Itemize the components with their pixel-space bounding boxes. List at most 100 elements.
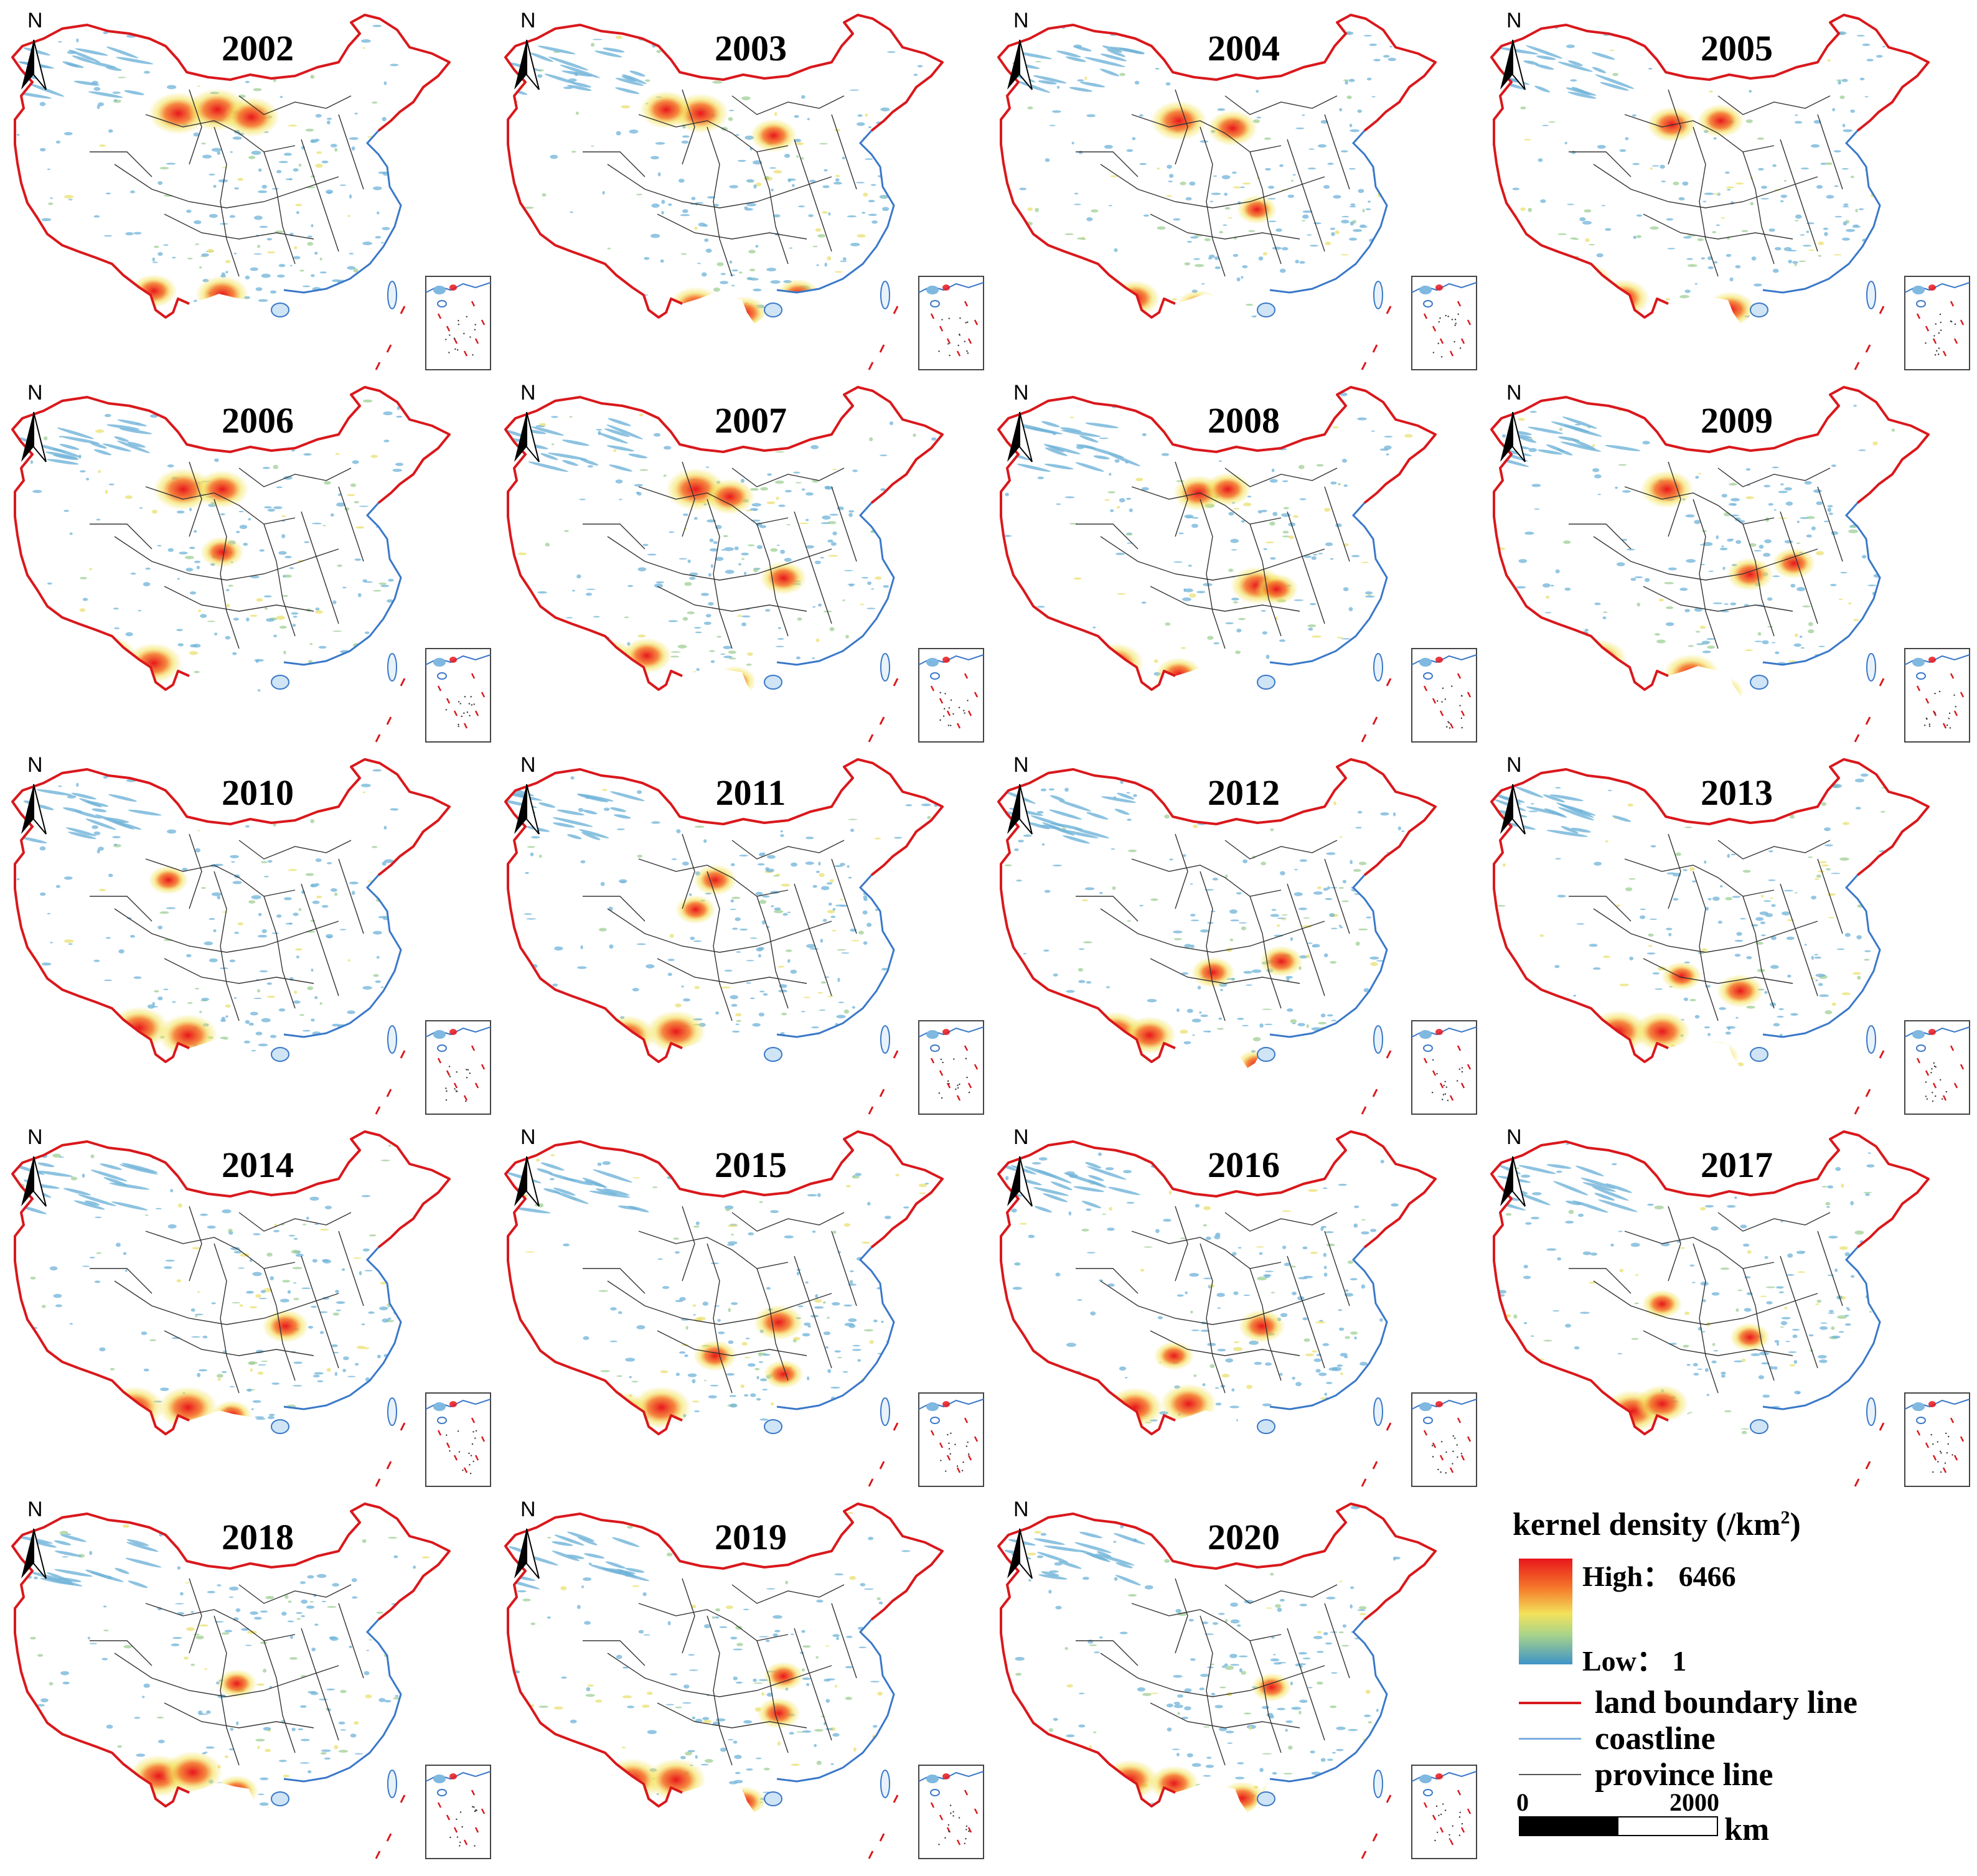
density-hotspot	[216, 1669, 257, 1699]
year-label: 2019	[715, 1517, 787, 1557]
china-map-2014	[11, 1130, 491, 1487]
north-label: N	[1013, 1125, 1029, 1149]
north-arrow-icon	[1007, 784, 1033, 835]
taiwan-island	[1866, 1397, 1876, 1426]
density-hotspot	[1259, 945, 1303, 977]
north-arrow-icon	[21, 1528, 47, 1579]
north-arrow-icon	[1500, 411, 1526, 462]
south-china-sea-inset	[1411, 1020, 1477, 1115]
density-hotspot	[675, 895, 716, 924]
province-line-swatch	[1519, 1774, 1581, 1775]
north-arrow-icon	[21, 411, 47, 462]
scale-bar-max: 2000	[1669, 1788, 1719, 1816]
taiwan-island	[880, 1025, 890, 1054]
north-arrow-icon	[1007, 411, 1033, 462]
hainan-island	[764, 675, 782, 690]
south-china-sea-inset	[425, 276, 491, 370]
north-label: N	[1013, 753, 1029, 777]
density-hotspot	[1772, 547, 1816, 579]
density-hotspot	[1697, 104, 1744, 138]
density-hotspot	[162, 1751, 223, 1794]
north-label: N	[520, 1125, 536, 1149]
south-china-sea-inset	[1411, 648, 1477, 743]
density-hotspot	[776, 279, 820, 311]
south-china-sea-inset	[425, 1020, 491, 1115]
map-panel-2006: N 2006	[2, 375, 491, 744]
density-hotspot	[157, 1386, 218, 1429]
density-hotspot	[1640, 470, 1694, 509]
hainan-island	[1750, 675, 1768, 690]
density-hotspot	[204, 668, 251, 696]
north-label: N	[1506, 753, 1522, 777]
density-hotspot	[1176, 290, 1221, 322]
density-hotspot	[756, 1697, 801, 1729]
land-boundary-line	[997, 14, 1437, 319]
hainan-island	[271, 1047, 289, 1062]
province-lines	[90, 1206, 364, 1394]
year-label: 2003	[715, 28, 787, 68]
coastline	[283, 874, 402, 1038]
legend-item-land-boundary: land boundary line	[1519, 1684, 1955, 1720]
province-lines	[90, 1578, 364, 1766]
year-label: 2018	[222, 1517, 294, 1557]
province-lines	[1569, 1206, 1843, 1394]
density-hotspot	[1633, 1011, 1691, 1052]
china-map-2012	[997, 758, 1477, 1115]
taiwan-island	[387, 1397, 397, 1426]
land-boundary-line	[1490, 1130, 1930, 1435]
density-hotspot	[646, 1010, 707, 1053]
taiwan-island	[1373, 1025, 1383, 1054]
map-panel-2012: N 2012	[988, 747, 1477, 1117]
north-arrow-icon	[1500, 39, 1526, 90]
south-china-sea-inset	[425, 648, 491, 743]
china-map-2020	[997, 1503, 1477, 1859]
coastline	[1762, 502, 1881, 666]
north-arrow-icon	[1007, 39, 1033, 90]
north-label: N	[27, 1125, 43, 1149]
north-label: N	[520, 9, 536, 32]
year-label: 2015	[715, 1145, 787, 1185]
scale-bar-zero: 0	[1516, 1788, 1529, 1816]
density-hotspot	[82, 1029, 129, 1063]
density-hotspot	[1204, 472, 1251, 506]
north-label: N	[1013, 9, 1029, 32]
taiwan-island	[1866, 1025, 1876, 1054]
china-map-2011	[504, 758, 984, 1115]
land-boundary-line	[997, 1130, 1437, 1435]
north-label: N	[1013, 1498, 1029, 1521]
density-hotspot	[669, 286, 723, 324]
land-boundary-line	[1490, 14, 1930, 319]
density-hotspot	[1641, 1289, 1683, 1319]
hainan-island	[271, 303, 289, 317]
land-boundary-line	[504, 1130, 944, 1435]
taiwan-island	[387, 653, 397, 682]
density-hotspot	[750, 119, 797, 152]
taiwan-island	[1373, 1770, 1383, 1798]
legend-title-text: kernel density (/km	[1513, 1507, 1781, 1542]
year-label: 2006	[222, 400, 294, 441]
density-hotspot	[82, 1402, 129, 1435]
legend: kernel density (/km2) High： 6466 Low： 1 …	[1506, 1506, 1955, 1855]
hainan-island	[764, 303, 782, 317]
north-arrow-icon	[21, 784, 47, 835]
density-hotspot	[215, 1049, 259, 1068]
year-label: 2007	[715, 400, 787, 441]
density-hotspot	[693, 864, 737, 896]
legend-item-province: province line	[1519, 1756, 1955, 1793]
density-hotspot	[1110, 280, 1160, 316]
north-label: N	[27, 1498, 43, 1521]
china-map-2018	[11, 1503, 491, 1859]
map-panel-2002: N 2002	[2, 2, 491, 372]
hainan-island	[1750, 303, 1768, 317]
south-china-sea-inset	[918, 276, 984, 370]
north-arrow-icon	[514, 1528, 540, 1579]
density-hotspot	[212, 1400, 252, 1430]
year-label: 2016	[1208, 1145, 1280, 1185]
north-arrow-icon	[1500, 784, 1526, 835]
density-hotspot	[1150, 100, 1208, 141]
coastline	[283, 1618, 402, 1783]
province-lines	[1076, 1206, 1350, 1394]
south-china-sea-inset	[918, 1392, 984, 1487]
coastline	[1269, 129, 1388, 294]
